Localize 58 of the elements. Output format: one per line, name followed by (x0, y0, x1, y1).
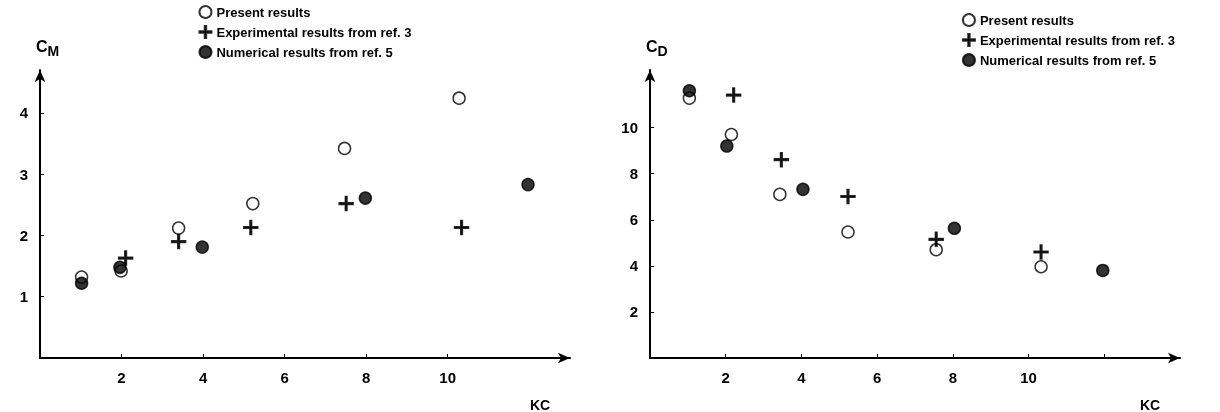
y-axis-title: C$_{D}$ (646, 38, 668, 60)
point (1033, 244, 1049, 260)
x-tick-label: 8 (361, 369, 371, 386)
y-tick-label: 3 (19, 165, 28, 183)
legend-label: Present results (216, 4, 311, 20)
x-tick-label: 4 (198, 369, 208, 386)
point (117, 250, 134, 266)
x-tick-label: 10 (1020, 369, 1037, 386)
x-tick-label: 2 (721, 369, 730, 386)
y-tick-label: 2 (629, 303, 638, 321)
x-axis-title: KC (530, 397, 551, 412)
point (521, 177, 535, 192)
point (452, 91, 466, 105)
legend-label: Present results (979, 12, 1074, 28)
point (170, 233, 187, 250)
y-tick-label: 6 (629, 211, 638, 229)
point (338, 195, 354, 212)
point (246, 196, 260, 211)
point (195, 240, 210, 254)
x-tick-label: 8 (948, 369, 958, 386)
point (928, 231, 944, 248)
x-tick-label: 6 (280, 369, 289, 386)
point (1034, 260, 1048, 274)
point (840, 188, 856, 205)
legend-label: Numerical results from ref. 5 (216, 44, 393, 60)
x-tick-label: 2 (117, 369, 126, 386)
x-axis-title: KC (1140, 397, 1161, 412)
y-tick-label: 10 (621, 119, 638, 137)
point (773, 151, 790, 168)
y-tick-label: 4 (629, 257, 639, 275)
point (113, 260, 127, 275)
y-tick-label: 2 (19, 226, 28, 244)
point (337, 141, 352, 156)
point (725, 87, 742, 103)
x-tick-label: 4 (797, 369, 807, 386)
point (1096, 263, 1110, 278)
point (74, 276, 89, 290)
point (796, 182, 810, 197)
point (929, 242, 943, 257)
legend-label: Numerical results from ref. 5 (979, 52, 1157, 68)
y-tick-label: 1 (19, 288, 28, 306)
point (724, 127, 739, 142)
point (773, 187, 787, 202)
point (720, 139, 734, 153)
y-tick-label: 4 (19, 104, 29, 122)
point (841, 225, 855, 239)
point (243, 219, 259, 236)
legend-label: Experimental results from ref. 3 (216, 24, 412, 40)
x-tick-label: 10 (439, 369, 457, 386)
point (358, 191, 373, 205)
x-tick-label: 6 (872, 369, 882, 386)
point (453, 219, 470, 236)
y-tick-label: 8 (629, 165, 638, 183)
point (947, 221, 962, 236)
y-axis-title: C$_{M}$ (36, 38, 60, 60)
point (171, 221, 186, 235)
legend-label: Experimental results from ref. 3 (979, 32, 1176, 48)
point (682, 83, 697, 98)
